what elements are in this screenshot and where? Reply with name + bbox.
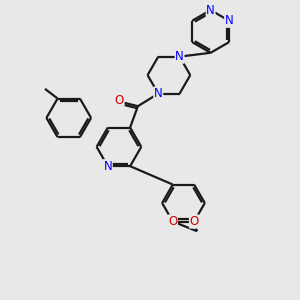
Text: O: O (168, 215, 177, 228)
Text: N: N (154, 87, 163, 100)
Text: N: N (103, 160, 112, 173)
Text: O: O (115, 94, 124, 107)
Text: N: N (175, 50, 184, 63)
Text: O: O (190, 215, 199, 228)
Text: N: N (206, 4, 215, 16)
Text: N: N (225, 14, 233, 27)
